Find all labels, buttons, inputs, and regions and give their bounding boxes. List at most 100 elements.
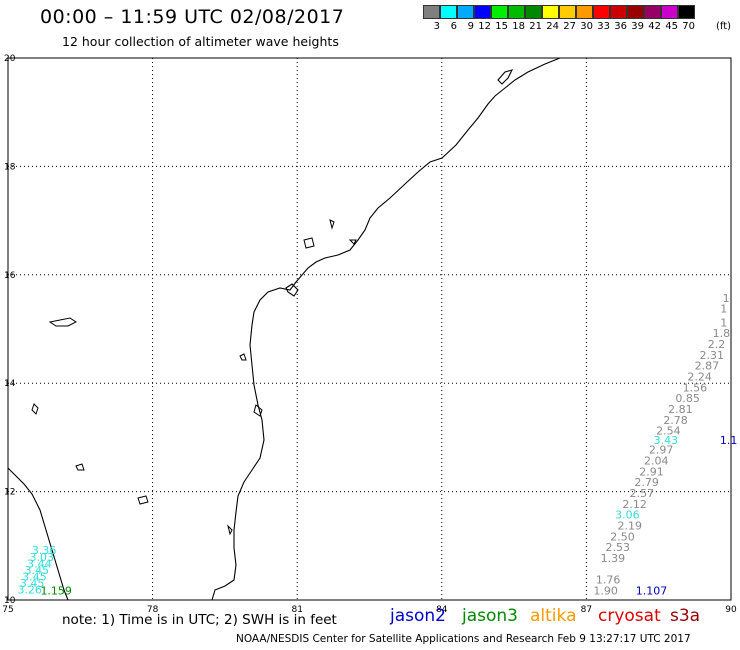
coastline bbox=[7, 57, 561, 601]
island-3 bbox=[31, 403, 39, 415]
y-tick-label: 12 bbox=[4, 488, 15, 498]
colorbar-label: 39 bbox=[631, 21, 644, 32]
legend-jason2: jason2 bbox=[390, 606, 446, 626]
data-point-jason3: 1.56 bbox=[683, 381, 708, 394]
data-point-jason3: 1 bbox=[720, 303, 727, 316]
legend-jason3: jason3 bbox=[462, 606, 518, 626]
colorbar-swatch bbox=[559, 5, 576, 19]
x-tick-label: 87 bbox=[581, 605, 592, 615]
credit-line: NOAA/NESDIS Center for Satellite Applica… bbox=[236, 633, 691, 645]
colorbar-swatch bbox=[457, 5, 474, 19]
data-point-jason3-cyan: 3.03 bbox=[29, 551, 54, 564]
colorbar-label: 27 bbox=[563, 21, 576, 32]
colorbar-label: 45 bbox=[665, 21, 678, 32]
data-point-jason3-cyan: 3.36 bbox=[32, 544, 57, 557]
colorbar-swatch bbox=[508, 5, 525, 19]
colorbar-label: 24 bbox=[546, 21, 559, 32]
colorbar-swatch bbox=[644, 5, 661, 19]
data-point-jason3: 2.12 bbox=[622, 498, 647, 511]
y-tick-label: 20 bbox=[4, 54, 16, 64]
colorbar-label: 3 bbox=[433, 21, 440, 32]
data-point-jason3: 1 bbox=[720, 316, 727, 329]
colorbar bbox=[423, 5, 695, 19]
data-point-jason3-cyan: 3.06 bbox=[615, 509, 640, 522]
x-tick-label: 84 bbox=[436, 605, 448, 615]
y-tick-label: 14 bbox=[4, 379, 16, 389]
x-tick-label: 78 bbox=[147, 605, 159, 615]
colorbar-swatch bbox=[491, 5, 508, 19]
island-7 bbox=[329, 219, 335, 230]
data-point-jason3-cyan: 3.45 bbox=[20, 577, 45, 590]
colorbar-labels: 3 6 9 12 15 18 21 24 27 30 33 36 39 42 45 70 bbox=[423, 21, 695, 32]
data-point-jason2: 1.1 bbox=[720, 434, 738, 447]
island-4 bbox=[75, 463, 85, 471]
data-point-jason3: 2.78 bbox=[663, 414, 688, 427]
colorbar-label: 12 bbox=[478, 21, 491, 32]
island-8 bbox=[348, 239, 357, 245]
y-tick-label: 10 bbox=[4, 596, 16, 606]
data-point-jason3: 2.24 bbox=[687, 370, 712, 383]
data-point-jason3: 2.50 bbox=[610, 530, 635, 543]
data-point-jason3: 0.85 bbox=[675, 392, 700, 405]
island-9 bbox=[253, 404, 263, 417]
legend-altika: altika bbox=[530, 606, 577, 626]
footer-note: note: 1) Time is in UTC; 2) SWH is in fe… bbox=[62, 612, 337, 628]
data-point-jason3-cyan: 3.44 bbox=[27, 557, 52, 570]
data-point-jason3: 2.97 bbox=[649, 444, 674, 457]
colorbar-swatch bbox=[661, 5, 678, 19]
colorbar-label: 30 bbox=[580, 21, 593, 32]
colorbar-swatch bbox=[440, 5, 457, 19]
sri-lanka-coast bbox=[7, 467, 69, 601]
data-point-jason3: 1.8 bbox=[713, 327, 731, 340]
data-point-jason3: 2.53 bbox=[605, 541, 630, 554]
data-point-jason3-green: 1.159 bbox=[40, 585, 72, 598]
colorbar-swatch bbox=[678, 5, 695, 19]
colorbar-swatch bbox=[423, 5, 440, 19]
data-point-jason2: 1.107 bbox=[636, 585, 668, 598]
data-point-jason3: 2.91 bbox=[639, 465, 664, 478]
data-point-jason3: 1 bbox=[723, 292, 730, 305]
chilika-lake bbox=[497, 69, 514, 85]
island-1 bbox=[48, 317, 77, 327]
colorbar-label: 42 bbox=[648, 21, 661, 32]
colorbar-label: 18 bbox=[512, 21, 525, 32]
y-tick-label: 16 bbox=[4, 271, 16, 281]
colorbar-swatch bbox=[593, 5, 610, 19]
colorbar-swatch bbox=[542, 5, 559, 19]
legend-s3a: s3a bbox=[670, 606, 701, 626]
colorbar-label: 33 bbox=[597, 21, 610, 32]
godavari-delta bbox=[285, 283, 299, 297]
colorbar-label: 9 bbox=[467, 21, 474, 32]
colorbar-swatch bbox=[627, 5, 644, 19]
data-point-jason3: 1.76 bbox=[596, 574, 621, 587]
grid bbox=[8, 58, 731, 600]
island-10 bbox=[227, 524, 233, 536]
colorbar-label: 21 bbox=[529, 21, 542, 32]
data-point-jason3: 1.90 bbox=[593, 585, 618, 598]
data-point-jason3: 2.31 bbox=[699, 349, 724, 362]
y-tick-label: 18 bbox=[4, 162, 16, 172]
island-5 bbox=[239, 353, 247, 361]
axes: 75 78 81 84 87 90 10 12 14 16 18 20 bbox=[2, 54, 737, 615]
chart-title: 00:00 – 11:59 UTC 02/08/2017 bbox=[40, 6, 345, 28]
data-point-jason3: 2.04 bbox=[644, 455, 669, 468]
data-point-jason3: 2.81 bbox=[668, 403, 693, 416]
data-point-jason3-cyan: 3.26 bbox=[17, 583, 42, 596]
chart-subtitle: 12 hour collection of altimeter wave hei… bbox=[62, 34, 339, 49]
legend-cryosat: cryosat bbox=[598, 606, 661, 626]
data-point-jason3: 1.39 bbox=[601, 552, 626, 565]
colorbar-label: 70 bbox=[682, 21, 695, 32]
data-point-jason3: 2.57 bbox=[630, 487, 655, 500]
island-2 bbox=[137, 495, 149, 505]
wave-height-points: 1111.82.22.312.872.241.560.852.812.782.5… bbox=[17, 292, 737, 598]
east-coast-india bbox=[211, 57, 561, 601]
colorbar-swatch bbox=[474, 5, 491, 19]
colorbar-unit: (ft) bbox=[716, 21, 732, 32]
colorbar-label: 6 bbox=[450, 21, 457, 32]
colorbar-label: 36 bbox=[614, 21, 627, 32]
data-point-jason3: 2.87 bbox=[695, 360, 720, 373]
colorbar-swatch bbox=[576, 5, 593, 19]
data-point-jason3-cyan: 3.43 bbox=[654, 434, 679, 447]
data-point-jason3: 2.19 bbox=[618, 520, 643, 533]
